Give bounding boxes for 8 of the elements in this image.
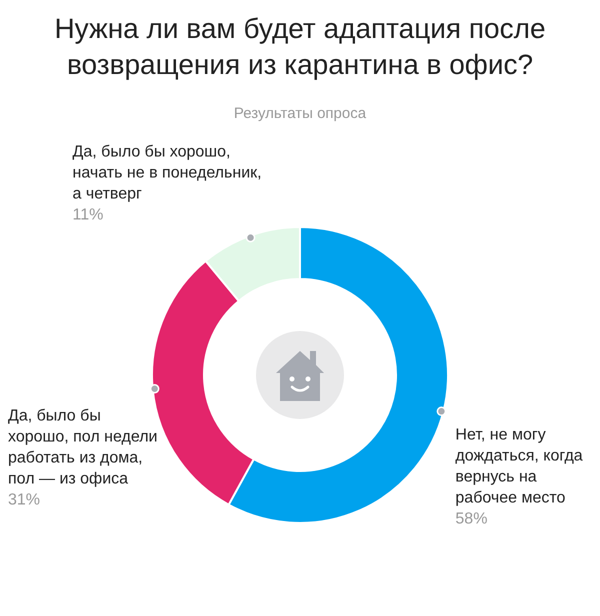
slice-label: Да, было бы хорошо, начать не в понедельник, а четверг xyxy=(72,144,262,203)
data-label: 58% xyxy=(455,510,488,528)
slice-label: Нет, не могу дождаться, когда вернусь на рабочее место xyxy=(455,426,583,506)
slice-label: Да, было бы хорошо, пол недели работать из дома, пол — из офиса xyxy=(8,408,158,488)
data-label: 31% xyxy=(8,492,40,509)
data-label: 11% xyxy=(72,206,104,224)
chart-subtitle: Результаты опроса xyxy=(234,105,367,122)
chart-title: Нужна ли вам будет адаптация после возвращения из карантина в офис? xyxy=(54,13,546,80)
